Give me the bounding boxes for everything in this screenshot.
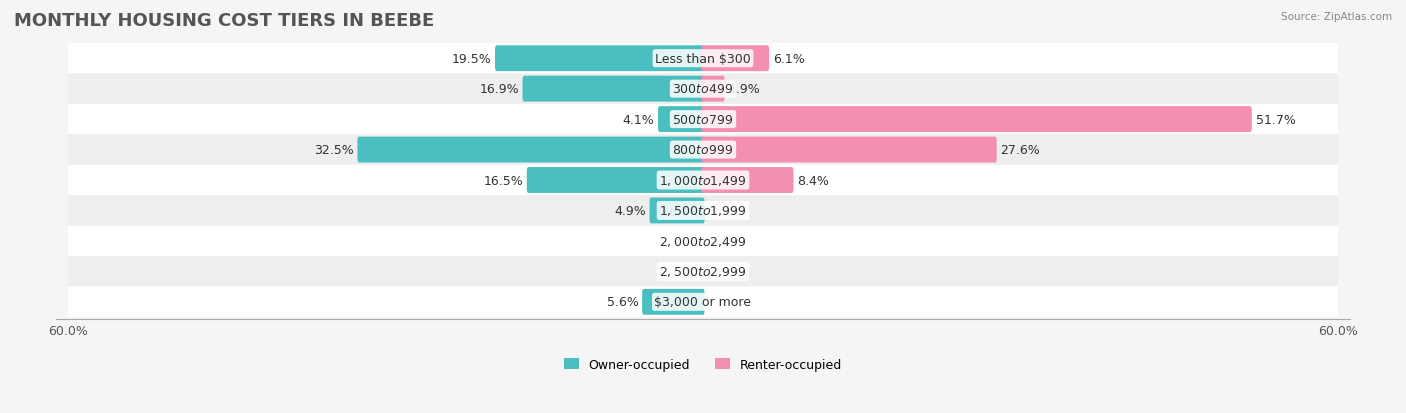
FancyBboxPatch shape	[702, 46, 769, 72]
FancyBboxPatch shape	[67, 104, 1339, 135]
Text: $2,500 to $2,999: $2,500 to $2,999	[659, 265, 747, 279]
Legend: Owner-occupied, Renter-occupied: Owner-occupied, Renter-occupied	[564, 358, 842, 371]
Text: $800 to $999: $800 to $999	[672, 144, 734, 157]
Text: 16.5%: 16.5%	[484, 174, 523, 187]
Text: 8.4%: 8.4%	[797, 174, 830, 187]
FancyBboxPatch shape	[527, 168, 704, 193]
Text: Source: ZipAtlas.com: Source: ZipAtlas.com	[1281, 12, 1392, 22]
Text: 4.1%: 4.1%	[623, 113, 654, 126]
FancyBboxPatch shape	[495, 46, 704, 72]
Text: Less than $300: Less than $300	[655, 52, 751, 66]
Text: 60.0%: 60.0%	[48, 324, 87, 337]
Text: 60.0%: 60.0%	[1319, 324, 1358, 337]
Text: 6.1%: 6.1%	[773, 52, 804, 66]
FancyBboxPatch shape	[702, 168, 793, 193]
FancyBboxPatch shape	[67, 226, 1339, 256]
FancyBboxPatch shape	[702, 107, 1251, 133]
Text: 4.9%: 4.9%	[614, 204, 645, 217]
FancyBboxPatch shape	[357, 137, 704, 163]
FancyBboxPatch shape	[523, 76, 704, 102]
FancyBboxPatch shape	[67, 135, 1339, 165]
Text: 16.9%: 16.9%	[479, 83, 519, 96]
FancyBboxPatch shape	[67, 256, 1339, 287]
FancyBboxPatch shape	[67, 74, 1339, 104]
FancyBboxPatch shape	[702, 76, 724, 102]
Text: $300 to $499: $300 to $499	[672, 83, 734, 96]
Text: $2,000 to $2,499: $2,000 to $2,499	[659, 234, 747, 248]
Text: $3,000 or more: $3,000 or more	[655, 296, 751, 309]
Text: 51.7%: 51.7%	[1256, 113, 1295, 126]
FancyBboxPatch shape	[67, 287, 1339, 317]
FancyBboxPatch shape	[67, 165, 1339, 196]
FancyBboxPatch shape	[658, 107, 704, 133]
Text: MONTHLY HOUSING COST TIERS IN BEEBE: MONTHLY HOUSING COST TIERS IN BEEBE	[14, 12, 434, 30]
FancyBboxPatch shape	[643, 289, 704, 315]
Text: 19.5%: 19.5%	[451, 52, 491, 66]
Text: $1,500 to $1,999: $1,500 to $1,999	[659, 204, 747, 218]
Text: 5.6%: 5.6%	[606, 296, 638, 309]
Text: $1,000 to $1,499: $1,000 to $1,499	[659, 173, 747, 188]
Text: 27.6%: 27.6%	[1001, 144, 1040, 157]
Text: 1.9%: 1.9%	[728, 83, 761, 96]
FancyBboxPatch shape	[67, 44, 1339, 74]
FancyBboxPatch shape	[650, 198, 704, 224]
Text: $500 to $799: $500 to $799	[672, 113, 734, 126]
Text: 32.5%: 32.5%	[314, 144, 354, 157]
FancyBboxPatch shape	[67, 196, 1339, 226]
FancyBboxPatch shape	[702, 137, 997, 163]
